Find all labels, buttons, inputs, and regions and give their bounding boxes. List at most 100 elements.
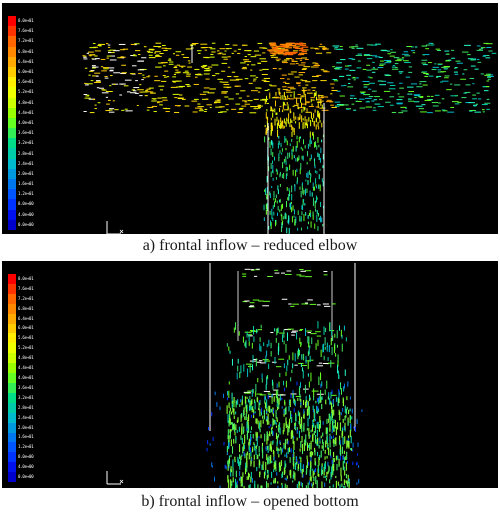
colorbar-swatch <box>8 293 16 304</box>
colorbar-entry: 7.6e+01 <box>8 26 39 37</box>
colorbar-swatch <box>8 462 16 473</box>
colorbar-label: 0.0e+00 <box>18 221 34 227</box>
colorbar-swatch <box>8 442 16 453</box>
colorbar-entry: 7.6e+01 <box>8 283 39 294</box>
colorbar-label: 5.2e+01 <box>18 89 34 95</box>
colorbar-swatch <box>8 189 16 200</box>
colorbar-entry: 2.8e+01 <box>8 148 39 159</box>
colorbar-swatch <box>8 128 16 139</box>
colorbar-label: 6.8e+01 <box>18 48 34 54</box>
colorbar-entry: 1.6e+01 <box>8 179 39 190</box>
colorbar-label: 4.0e+00 <box>18 211 34 217</box>
colorbar-label: 8.0e+00 <box>18 454 34 460</box>
colorbar-entry: 3.6e+01 <box>8 382 39 393</box>
colorbar-entry: 7.2e+01 <box>8 36 39 47</box>
colorbar-label: 4.8e+01 <box>18 99 34 105</box>
colorbar-entry: 1.6e+01 <box>8 432 39 443</box>
colorbar-label: 3.2e+01 <box>18 140 34 146</box>
vector-field-a <box>82 42 497 234</box>
colorbar-label: 7.2e+01 <box>18 38 34 44</box>
colorbar-label: 2.4e+01 <box>18 414 34 420</box>
colorbar-label: 6.0e+01 <box>18 325 34 331</box>
colorbar-swatch <box>8 209 16 220</box>
colorbar-entry: 6.8e+01 <box>8 46 39 57</box>
caption-a: a) frontal inflow – reduced elbow <box>142 237 358 254</box>
colorbar-entry: 4.8e+01 <box>8 353 39 364</box>
colorbar-swatch <box>8 392 16 403</box>
colorbar-label: 6.0e+01 <box>18 69 34 75</box>
colorbar-swatch <box>8 382 16 393</box>
colorbar-label: 4.4e+01 <box>18 109 34 115</box>
colorbar-label: 0.0e+00 <box>18 474 34 480</box>
colorbar-label: 5.6e+01 <box>18 79 34 85</box>
velocity-plot-b: 8.0e+01 7.6e+01 7.2e+01 6.8e+01 6.4e+01 6.0e+… <box>2 261 498 488</box>
colorbar-swatch <box>8 199 16 210</box>
colorbar-label: 1.2e+01 <box>18 444 34 450</box>
colorbar-label: 3.2e+01 <box>18 394 34 400</box>
colorbar-swatch <box>8 168 16 179</box>
colorbar-swatch <box>8 16 16 27</box>
colorbar-label: 8.0e+00 <box>18 201 34 207</box>
colorbar-entry: 2.0e+01 <box>8 422 39 433</box>
colorbar-label: 6.4e+01 <box>18 58 34 64</box>
colorbar-swatch <box>8 117 16 129</box>
colorbar-entry: 4.0e+01 <box>8 117 39 129</box>
colorbar-entry: 3.2e+01 <box>8 392 39 403</box>
colorbar-a: 8.0e+01 7.6e+01 7.2e+01 6.8e+01 6.4e+01 6.0e+… <box>8 16 39 230</box>
colorbar-entry: 0.0e+00 <box>8 472 39 483</box>
colorbar-label: 4.0e+01 <box>18 119 34 125</box>
colorbar-label: 8.0e+01 <box>18 275 34 281</box>
colorbar-label: 8.0e+01 <box>18 18 34 24</box>
colorbar-label: 3.6e+01 <box>18 130 34 136</box>
colorbar-swatch <box>8 313 16 324</box>
colorbar-entry: 8.0e+00 <box>8 452 39 463</box>
colorbar-entry: 5.6e+01 <box>8 333 39 344</box>
colorbar-entry: 2.0e+01 <box>8 168 39 179</box>
colorbar-swatch <box>8 373 16 383</box>
colorbar-swatch <box>8 158 16 169</box>
colorbar-entry: 6.0e+01 <box>8 323 39 334</box>
colorbar-label: 6.8e+01 <box>18 305 34 311</box>
axis-triad-icon <box>106 221 124 234</box>
velocity-plot-a: 8.0e+01 7.6e+01 7.2e+01 6.8e+01 6.4e+01 6.0e+… <box>2 3 498 234</box>
colorbar-swatch <box>8 422 16 433</box>
colorbar-entry: 1.2e+01 <box>8 442 39 453</box>
colorbar-swatch <box>8 219 16 230</box>
colorbar-entry: 6.4e+01 <box>8 56 39 67</box>
colorbar-label: 1.2e+01 <box>18 191 34 197</box>
colorbar-entry: 2.8e+01 <box>8 402 39 413</box>
colorbar-swatch <box>8 363 16 374</box>
colorbar-entry: 4.0e+00 <box>8 209 39 220</box>
colorbar-label: 7.2e+01 <box>18 295 34 301</box>
colorbar-label: 4.4e+01 <box>18 365 34 371</box>
colorbar-label: 5.2e+01 <box>18 345 34 351</box>
colorbar-entry: 7.2e+01 <box>8 293 39 304</box>
colorbar-swatch <box>8 46 16 57</box>
colorbar-entry: 5.2e+01 <box>8 87 39 98</box>
colorbar-entry: 4.0e+00 <box>8 462 39 473</box>
colorbar-swatch <box>8 283 16 294</box>
colorbar-entry: 1.2e+01 <box>8 189 39 200</box>
colorbar-entry: 8.0e+01 <box>8 16 39 27</box>
colorbar-swatch <box>8 303 16 314</box>
axis-triad-icon <box>106 471 124 485</box>
colorbar-entry: 6.4e+01 <box>8 313 39 324</box>
colorbar-entry: 5.2e+01 <box>8 343 39 354</box>
colorbar-swatch <box>8 333 16 344</box>
colorbar-entry: 8.0e+01 <box>8 274 39 284</box>
colorbar-entry: 4.4e+01 <box>8 107 39 118</box>
colorbar-entry: 3.6e+01 <box>8 128 39 139</box>
colorbar-entry: 2.4e+01 <box>8 412 39 423</box>
colorbar-swatch <box>8 452 16 463</box>
colorbar-label: 2.0e+01 <box>18 170 34 176</box>
colorbar-b: 8.0e+01 7.6e+01 7.2e+01 6.8e+01 6.4e+01 6.0e+… <box>8 274 39 483</box>
colorbar-label: 1.6e+01 <box>18 181 34 187</box>
colorbar-swatch <box>8 343 16 354</box>
colorbar-entry: 4.8e+01 <box>8 97 39 108</box>
colorbar-label: 2.8e+01 <box>18 150 34 156</box>
vector-field-b <box>206 263 363 488</box>
colorbar-swatch <box>8 26 16 37</box>
colorbar-entry: 3.2e+01 <box>8 138 39 149</box>
colorbar-label: 3.6e+01 <box>18 384 34 390</box>
colorbar-swatch <box>8 179 16 190</box>
